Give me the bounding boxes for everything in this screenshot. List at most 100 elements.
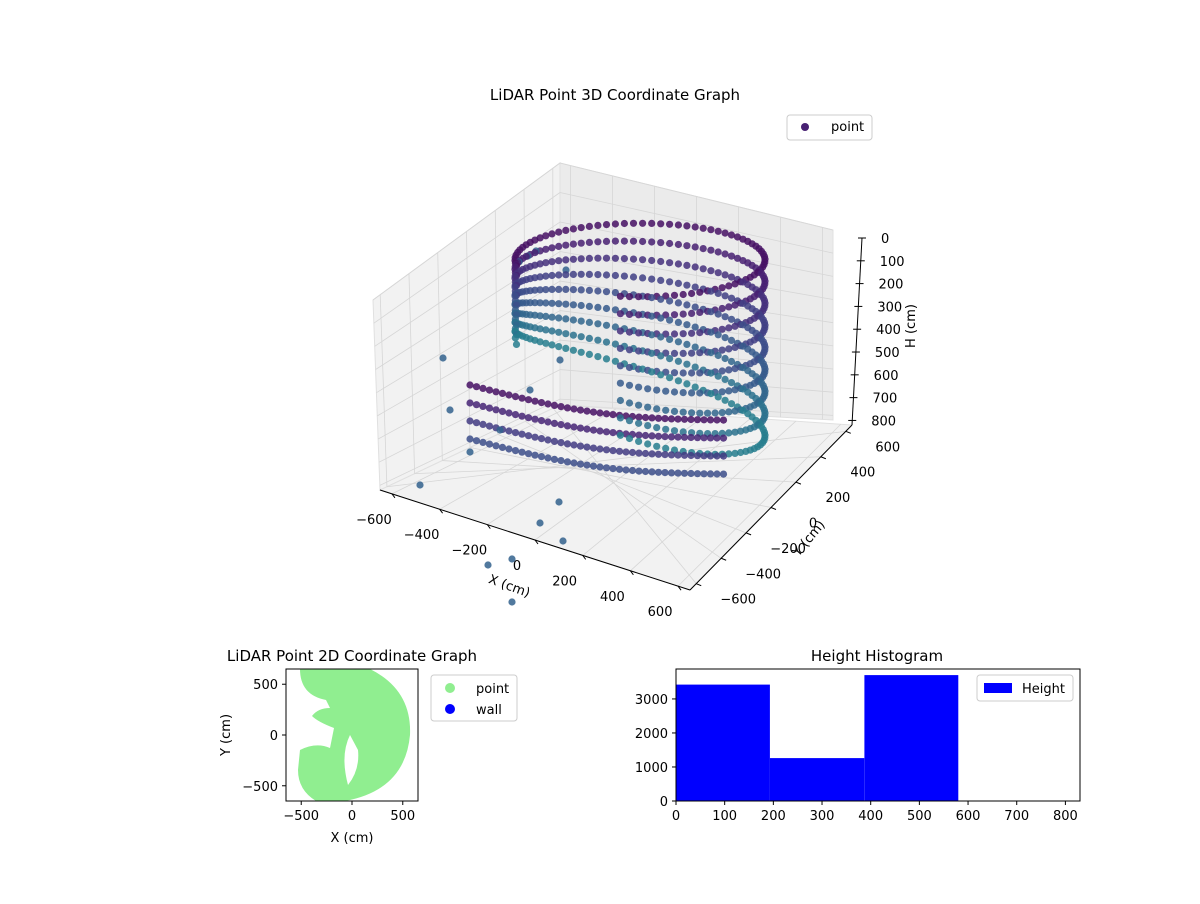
point-3d bbox=[570, 286, 577, 293]
x-tick-label: −400 bbox=[404, 528, 440, 543]
point-3d bbox=[715, 393, 722, 400]
point-3d bbox=[696, 389, 703, 396]
point-3d bbox=[725, 303, 732, 310]
point-3d bbox=[594, 320, 601, 327]
z-axis-label: H (cm) bbox=[904, 304, 919, 348]
point-3d bbox=[707, 247, 714, 254]
point-3d bbox=[544, 400, 551, 407]
point-3d bbox=[666, 355, 673, 362]
point-3d bbox=[668, 433, 675, 440]
point-3d bbox=[696, 369, 703, 376]
x-tick-label: 100 bbox=[712, 809, 737, 824]
point-3d bbox=[590, 427, 597, 434]
legend-2d-label-point: point bbox=[476, 682, 509, 697]
z-tick-label: 400 bbox=[876, 323, 901, 338]
point-3d bbox=[544, 418, 551, 425]
point-3d bbox=[548, 286, 555, 293]
point-3d bbox=[713, 452, 720, 459]
point-3d bbox=[551, 456, 558, 463]
chart-2d-xlabel: X (cm) bbox=[331, 831, 374, 846]
point-3d bbox=[616, 448, 623, 455]
point-3d bbox=[492, 442, 499, 449]
point-3d bbox=[484, 561, 491, 568]
point-3d bbox=[707, 390, 714, 397]
x-tick-label: 300 bbox=[810, 809, 835, 824]
point-3d bbox=[583, 426, 590, 433]
point-3d bbox=[683, 361, 690, 368]
point-3d bbox=[562, 301, 569, 308]
point-3d bbox=[555, 243, 562, 250]
point-3d bbox=[657, 277, 664, 284]
point-3d bbox=[570, 316, 577, 323]
point-3d bbox=[683, 222, 690, 229]
point-3d bbox=[648, 331, 655, 338]
point-3d bbox=[657, 352, 664, 359]
y-tick-label: 200 bbox=[826, 491, 851, 506]
point-3d bbox=[707, 370, 714, 377]
point-3d bbox=[731, 280, 738, 287]
point-3d bbox=[692, 344, 699, 351]
point-3d bbox=[492, 388, 499, 395]
point-3d bbox=[612, 238, 619, 245]
point-3d bbox=[499, 390, 506, 397]
point-3d bbox=[635, 468, 642, 475]
z-tick-label: 700 bbox=[872, 392, 897, 407]
y-tick-label: −400 bbox=[745, 567, 781, 582]
point-3d bbox=[722, 313, 729, 320]
point-3d bbox=[578, 271, 585, 278]
point-3d bbox=[617, 397, 624, 404]
point-3d bbox=[479, 403, 486, 410]
point-3d bbox=[518, 449, 525, 456]
point-3d bbox=[578, 333, 585, 340]
point-3d bbox=[586, 255, 593, 262]
point-3d bbox=[629, 449, 636, 456]
point-3d bbox=[603, 271, 610, 278]
point-3d bbox=[538, 453, 545, 460]
x-tick-label: 200 bbox=[552, 574, 577, 589]
point-3d bbox=[551, 402, 558, 409]
point-3d bbox=[655, 469, 662, 476]
point-3d bbox=[590, 463, 597, 470]
point-3d bbox=[544, 436, 551, 443]
point-3d bbox=[557, 403, 564, 410]
legend-2d: point wall bbox=[431, 675, 517, 721]
point-3d bbox=[538, 417, 545, 424]
point-3d bbox=[586, 287, 593, 294]
point-3d bbox=[583, 444, 590, 451]
point-3d bbox=[479, 385, 486, 392]
point-3d bbox=[725, 345, 732, 352]
point-3d bbox=[562, 227, 569, 234]
point-3d bbox=[642, 450, 649, 457]
point-3d bbox=[715, 373, 722, 380]
point-3d bbox=[653, 443, 660, 450]
point-3d bbox=[496, 426, 503, 433]
point-3d bbox=[657, 258, 664, 265]
point-3d bbox=[713, 434, 720, 441]
point-3d bbox=[635, 450, 642, 457]
point-3d bbox=[603, 221, 610, 228]
point-3d bbox=[680, 330, 687, 337]
legend-hist-label: Height bbox=[1022, 682, 1065, 697]
point-3d bbox=[499, 408, 506, 415]
point-3d bbox=[603, 238, 610, 245]
point-3d bbox=[583, 462, 590, 469]
point-3d bbox=[559, 537, 566, 544]
point-3d bbox=[725, 387, 732, 394]
point-3d bbox=[626, 417, 633, 424]
point-3d bbox=[715, 228, 722, 235]
point-3d bbox=[722, 271, 729, 278]
point-3d bbox=[661, 415, 668, 422]
point-3d bbox=[692, 263, 699, 270]
point-3d bbox=[626, 293, 633, 300]
point-3d bbox=[564, 440, 571, 447]
point-3d bbox=[555, 343, 562, 350]
point-3d bbox=[666, 374, 673, 381]
point-3d bbox=[668, 415, 675, 422]
point-3d bbox=[671, 292, 678, 299]
point-3d bbox=[596, 445, 603, 452]
point-3d bbox=[548, 300, 555, 307]
point-3d bbox=[648, 313, 655, 320]
point-3d bbox=[594, 238, 601, 245]
point-3d bbox=[594, 222, 601, 229]
